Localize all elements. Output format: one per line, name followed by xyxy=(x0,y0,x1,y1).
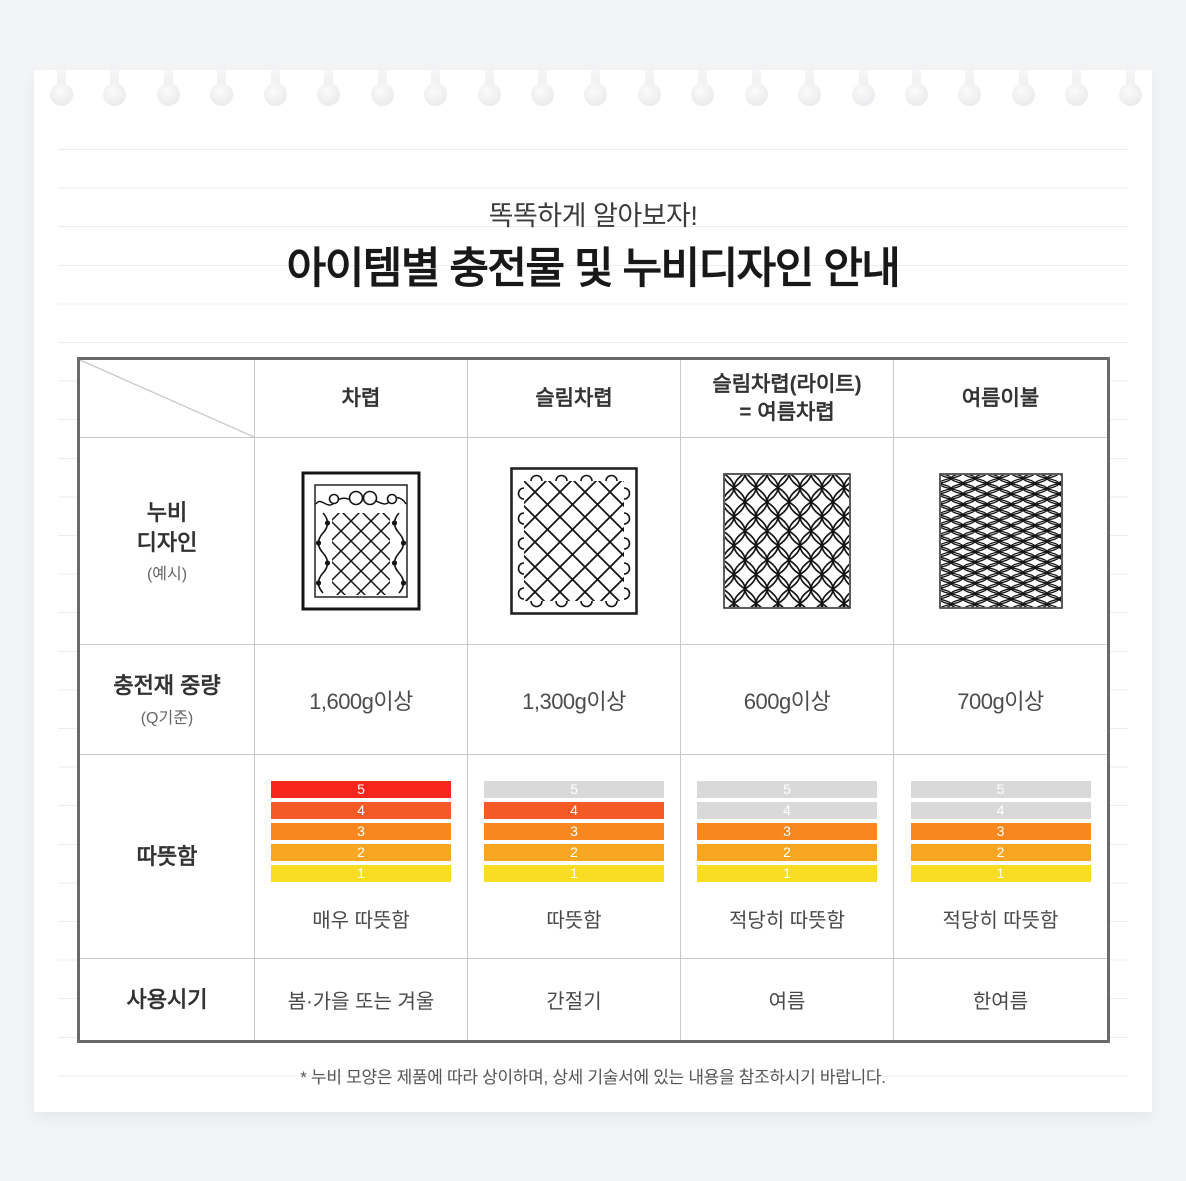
punch-hole-icon xyxy=(1011,70,1035,112)
page-title: 아이템별 충전물 및 누비디자인 안내 xyxy=(286,245,901,293)
quilt-pattern-charyeop-icon xyxy=(301,471,421,611)
row-label-sub: (예시) xyxy=(146,566,188,584)
season-slim-charyeop: 간절기 xyxy=(468,959,681,1040)
punch-hole-icon xyxy=(156,70,180,112)
warmth-bar-chart: 5 4 3 2 1 xyxy=(697,780,877,882)
warmth-label: 따뜻함 xyxy=(546,909,602,932)
punch-hole-icon xyxy=(798,70,822,112)
design-cell-charyeop xyxy=(255,438,468,645)
punch-hole-icon xyxy=(1118,70,1142,112)
punch-hole-icon xyxy=(905,70,928,112)
row-label-season: 사용시기 xyxy=(80,959,255,1040)
row-label-quilt-design: 누비 디자인 (예시) xyxy=(80,438,255,645)
punch-hole-icon xyxy=(958,70,982,112)
warmth-label: 적당히 따뜻함 xyxy=(942,909,1059,932)
warmth-bar-level-3: 3 xyxy=(910,822,1091,840)
season-summer-blanket: 한여름 xyxy=(972,991,1029,1013)
column-header-charyeop: 차렵 xyxy=(255,360,468,438)
warmth-bar-level-2: 2 xyxy=(484,843,664,861)
punch-hole-icon xyxy=(851,70,875,112)
punch-hole-icon xyxy=(1065,70,1089,112)
warmth-label: 매우 따뜻함 xyxy=(312,909,410,932)
punch-holes-row xyxy=(50,70,1142,114)
quilt-pattern-slim-light-icon xyxy=(723,473,851,609)
warmth-bar-level-4: 4 xyxy=(271,801,451,819)
warmth-cell-summer-blanket: 5 4 3 2 1 적당히 따뜻함 xyxy=(894,755,1107,959)
row-label-fill-weight: 충전재 중량 (Q기준) xyxy=(80,645,255,755)
warmth-bar-level-1: 1 xyxy=(271,864,451,882)
warmth-bar-level-2: 2 xyxy=(271,843,451,861)
row-label-main: 충전재 중량 xyxy=(113,673,221,699)
warmth-bar-level-5: 5 xyxy=(484,780,664,798)
punch-hole-icon xyxy=(263,70,287,112)
season-slim-light: 여름 xyxy=(681,959,894,1040)
warmth-bar-chart: 5 4 3 2 1 xyxy=(910,780,1091,882)
punch-hole-icon xyxy=(530,70,554,112)
warmth-label: 적당히 따뜻함 xyxy=(729,909,845,932)
row-label-main: 따뜻함 xyxy=(136,843,198,869)
fill-weight-slim-charyeop: 1,300g이상 xyxy=(468,645,681,755)
design-cell-slim-charyeop xyxy=(468,438,681,645)
design-cell-summer-blanket xyxy=(894,438,1107,645)
punch-hole-icon xyxy=(370,70,394,112)
punch-hole-icon xyxy=(477,70,501,112)
warmth-cell-slim-light: 5 4 3 2 1 적당히 따뜻함 xyxy=(681,755,894,959)
warmth-bar-level-2: 2 xyxy=(910,843,1091,861)
warmth-bar-level-4: 4 xyxy=(910,801,1091,819)
column-header-slim-light: 슬림차렵(라이트) = 여름차렵 xyxy=(681,360,894,438)
design-cell-slim-light xyxy=(681,438,894,645)
punch-hole-icon xyxy=(744,70,768,112)
fill-weight-summer-blanket: 700g이상 xyxy=(894,645,1107,755)
column-header-summer-blanket: 여름이불 xyxy=(894,360,1107,438)
diagonal-line-icon xyxy=(80,360,254,437)
warmth-cell-charyeop: 5 4 3 2 1 매우 따뜻함 xyxy=(255,755,468,959)
warmth-bar-level-5: 5 xyxy=(697,780,877,798)
punch-hole-icon xyxy=(637,70,661,112)
punch-hole-icon xyxy=(584,70,608,112)
column-header-slim-charyeop: 슬림차렵 xyxy=(468,360,681,438)
warmth-bar-level-1: 1 xyxy=(697,864,877,882)
warmth-bar-level-2: 2 xyxy=(697,843,877,861)
warmth-bar-level-3: 3 xyxy=(697,822,877,840)
fill-weight-slim-light: 600g이상 xyxy=(681,645,894,755)
warmth-bar-chart: 5 4 3 2 1 xyxy=(271,780,451,882)
season-charyeop: 봄·가을 또는 겨울 xyxy=(255,959,468,1040)
warmth-bar-level-5: 5 xyxy=(910,780,1091,798)
warmth-bar-level-3: 3 xyxy=(271,822,451,840)
warmth-bar-level-5: 5 xyxy=(271,780,451,798)
warmth-cell-slim-charyeop: 5 4 3 2 1 따뜻함 xyxy=(468,755,681,959)
warmth-bar-level-1: 1 xyxy=(910,864,1091,882)
footnote: * 누비 모양은 제품에 따라 상이하며, 상세 기술서에 있는 내용을 참조하… xyxy=(300,1068,886,1087)
quilt-pattern-slim-charyeop-icon xyxy=(510,467,638,615)
warmth-bar-level-4: 4 xyxy=(484,801,664,819)
row-label-warmth: 따뜻함 xyxy=(80,755,255,959)
fill-weight-charyeop: 1,600g이상 xyxy=(255,645,468,755)
punch-hole-icon xyxy=(317,70,341,112)
warmth-bar-chart: 5 4 3 2 1 xyxy=(484,780,664,882)
item-comparison-table: 차렵 슬림차렵 슬림차렵(라이트) = 여름차렵 여름이불 누비 디자인 (예시… xyxy=(77,357,1110,1043)
punch-hole-icon xyxy=(424,70,448,112)
quilt-pattern-summer-blanket-icon xyxy=(938,473,1063,609)
punch-hole-icon xyxy=(103,70,127,112)
punch-hole-icon xyxy=(691,70,715,112)
row-label-main: 누비 디자인 xyxy=(136,499,198,555)
row-label-main: 사용시기 xyxy=(126,986,208,1012)
punch-hole-icon xyxy=(50,70,73,112)
warmth-bar-level-4: 4 xyxy=(697,801,877,819)
page-subtitle: 똑똑하게 알아보자! xyxy=(488,201,698,231)
row-label-sub: (Q기준) xyxy=(140,709,194,727)
table-corner-cell xyxy=(80,360,255,438)
warmth-bar-level-3: 3 xyxy=(484,822,664,840)
warmth-bar-level-1: 1 xyxy=(484,864,664,882)
punch-hole-icon xyxy=(210,70,234,112)
